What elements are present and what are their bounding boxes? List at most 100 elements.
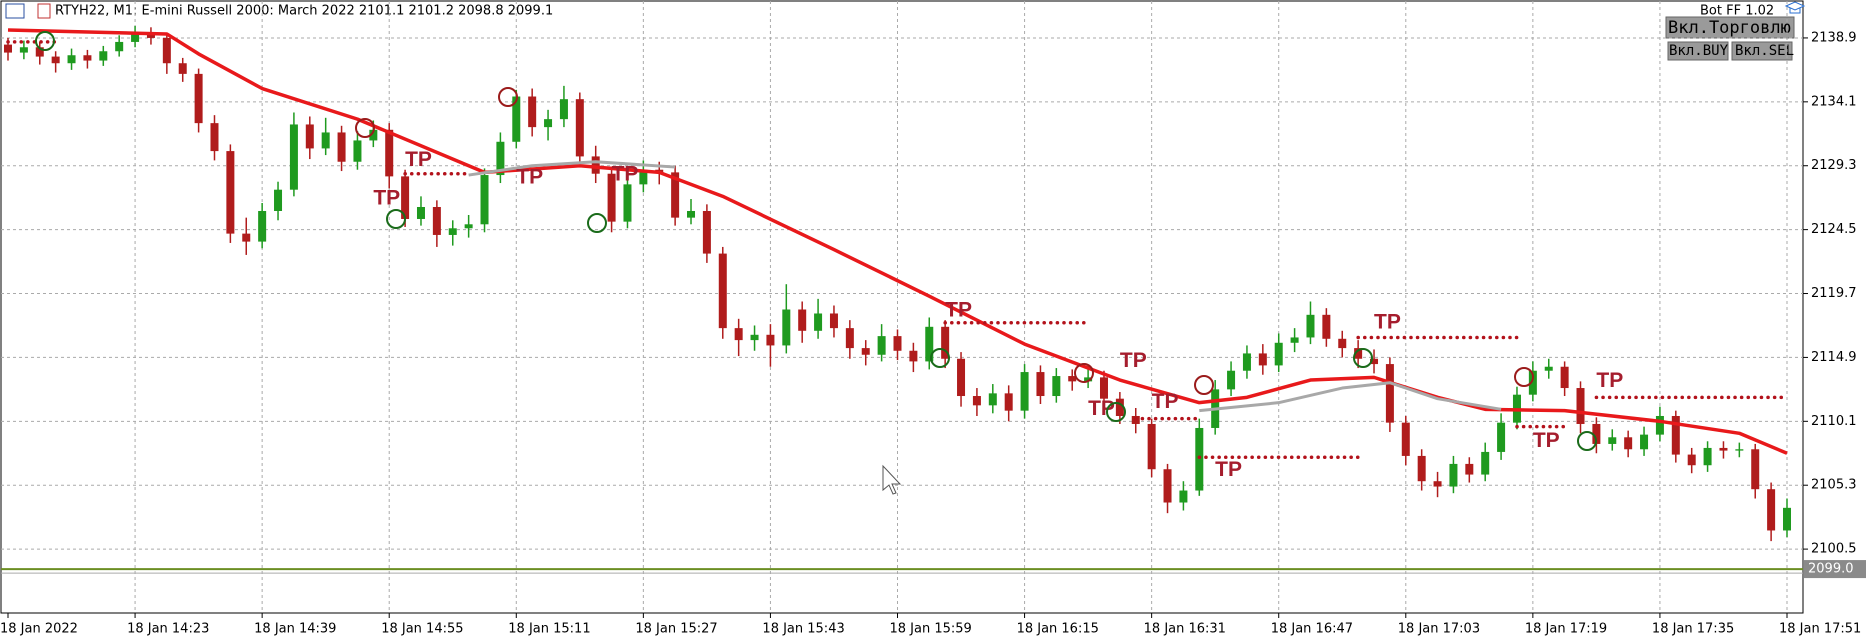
candle-body <box>718 253 727 329</box>
x-tick-label: 18 Jan 15:27 <box>635 622 717 637</box>
candle-body <box>67 55 76 64</box>
candle-body <box>687 210 696 218</box>
candle-body <box>258 210 267 242</box>
x-tick-label: 18 Jan 16:15 <box>1017 622 1099 637</box>
signal-marker <box>355 118 375 138</box>
candle-body <box>1322 314 1331 339</box>
candle-body <box>448 228 457 235</box>
x-tick-label: 18 Jan 2022 <box>0 622 78 637</box>
x-tick-label: 18 Jan 17:51 <box>1779 622 1861 637</box>
candle-body <box>1624 437 1633 450</box>
candle-body <box>544 119 553 128</box>
candle-body <box>671 172 680 218</box>
candle-body <box>496 141 505 176</box>
candle-body <box>1036 372 1045 397</box>
x-tick-label: 18 Jan 17:03 <box>1398 622 1480 637</box>
candle-body <box>1528 370 1537 395</box>
candle-body <box>1783 507 1791 531</box>
candle-body <box>591 156 600 174</box>
plot-frame <box>0 0 1804 614</box>
candle-body <box>639 169 648 185</box>
signal-marker <box>1577 431 1597 451</box>
candle-body <box>988 393 997 406</box>
candle-body <box>369 129 378 141</box>
last-price-box <box>1804 560 1866 579</box>
candle-body <box>559 99 568 120</box>
trade-button[interactable]: Вкл.Торговлю <box>1665 16 1795 39</box>
y-tick-label: 2119.7 <box>1811 286 1857 301</box>
candle-body <box>131 33 140 42</box>
candle-body <box>321 132 330 149</box>
bot-name: Bot FF 1.02 <box>1700 4 1774 19</box>
candle-body <box>210 123 219 152</box>
candle-body <box>416 206 425 219</box>
tp-label: TP <box>612 163 639 186</box>
candle-body <box>798 309 807 331</box>
menu-icon[interactable] <box>5 3 25 19</box>
candle-body <box>734 328 743 341</box>
tp-label: TP <box>1088 397 1115 420</box>
signal-marker <box>1074 363 1094 383</box>
tp-label: TP <box>945 298 972 321</box>
candle-body <box>1703 447 1712 466</box>
x-tick-label: 18 Jan 16:31 <box>1144 622 1226 637</box>
candle-body <box>877 336 886 355</box>
candle-body <box>1290 337 1299 343</box>
candle-body <box>162 37 171 64</box>
candle-body <box>115 41 124 52</box>
candle-body <box>432 206 441 235</box>
y-tick-label: 2134.1 <box>1811 94 1857 109</box>
candle-body <box>575 99 584 157</box>
candle-body <box>385 129 394 177</box>
candle-body <box>1052 376 1061 397</box>
sell-button[interactable]: Вкл.SEL <box>1731 41 1794 61</box>
candle-body <box>1497 422 1506 452</box>
candle-body <box>1195 427 1204 491</box>
tp-label: TP <box>1215 458 1242 481</box>
candle-body <box>1401 422 1410 456</box>
candle-body <box>1242 353 1251 371</box>
y-tick-label: 2124.5 <box>1811 222 1857 237</box>
candle-body <box>1751 449 1760 490</box>
candle-body <box>1274 342 1283 366</box>
x-tick-label: 18 Jan 14:39 <box>254 622 336 637</box>
signal-marker <box>386 209 406 229</box>
y-tick-label: 2114.9 <box>1811 350 1857 365</box>
candle-body <box>1306 314 1315 338</box>
candle-body <box>845 328 854 349</box>
candle-body <box>1560 366 1569 389</box>
buy-button[interactable]: Вкл.BUY <box>1667 41 1729 61</box>
candle-body <box>1179 490 1188 503</box>
moving-average <box>7 28 1788 455</box>
candle-body <box>289 124 298 190</box>
candle-body <box>1227 370 1236 390</box>
candle-body <box>274 189 283 211</box>
candle-body <box>512 96 521 142</box>
candle-body <box>1370 358 1379 365</box>
candle-body <box>528 96 537 128</box>
candle-body <box>480 175 489 225</box>
y-tick-label: 2100.5 <box>1811 542 1857 557</box>
candle-body <box>1544 366 1553 371</box>
candle-body <box>1576 388 1585 424</box>
button-label: Вкл.BUY <box>1669 43 1729 59</box>
candle-body <box>702 210 711 254</box>
candle-body <box>1099 377 1108 399</box>
button-bg <box>1731 41 1793 61</box>
candle-body <box>305 124 314 149</box>
candle-body <box>1433 481 1442 487</box>
x-tick-label: 18 Jan 17:35 <box>1652 622 1734 637</box>
candle-body <box>1020 372 1029 411</box>
mouse-cursor <box>882 464 902 495</box>
candle-body <box>1068 376 1077 382</box>
candle-body <box>766 334 775 346</box>
candle-body <box>1465 463 1474 475</box>
signal-marker <box>930 348 950 368</box>
candle-body <box>1449 463 1458 487</box>
signal-markers <box>35 31 1597 451</box>
candle-body <box>1417 455 1426 482</box>
candle-body <box>353 140 362 162</box>
candle-body <box>19 47 28 53</box>
candle-body <box>1655 415 1664 435</box>
